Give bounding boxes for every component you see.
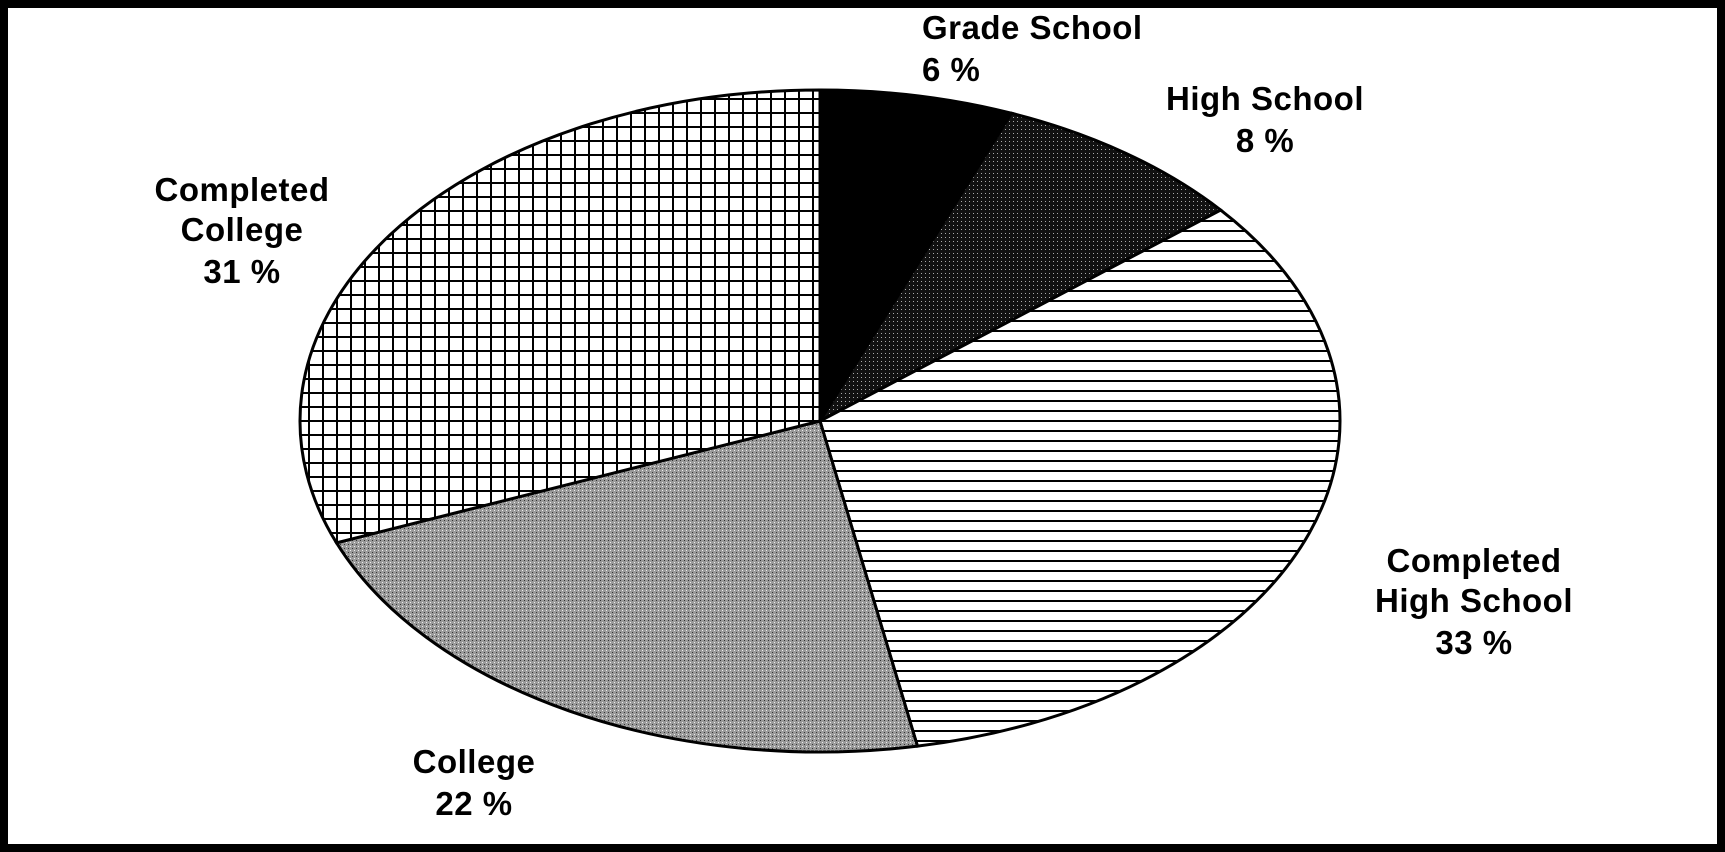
category-name: Completed High School [1375,542,1573,619]
pie-slice [815,111,1224,425]
category-name: College [412,743,536,780]
category-name: High School [1166,80,1364,117]
slice-label: Grade School 6 % [922,8,1222,90]
pie-slice [818,208,1342,748]
category-name: Completed College [154,171,330,248]
category-name: Grade School [922,9,1143,46]
pie-slice [818,88,1014,427]
pie-slice [334,419,920,754]
pie-slice [298,88,822,545]
value-label: 22 % [435,785,513,822]
slice-label: High School 8 % [1140,79,1390,161]
value-label: 8 % [1235,122,1295,159]
pie [298,88,1342,754]
value-label: 31 % [203,253,281,290]
value-label: 33 % [1435,624,1513,661]
slice-label: Completed College 31 % [127,170,357,292]
slice-label: College 22 % [384,742,564,824]
slice-label: Completed High School 33 % [1359,541,1589,663]
value-label: 6 % [922,51,981,88]
